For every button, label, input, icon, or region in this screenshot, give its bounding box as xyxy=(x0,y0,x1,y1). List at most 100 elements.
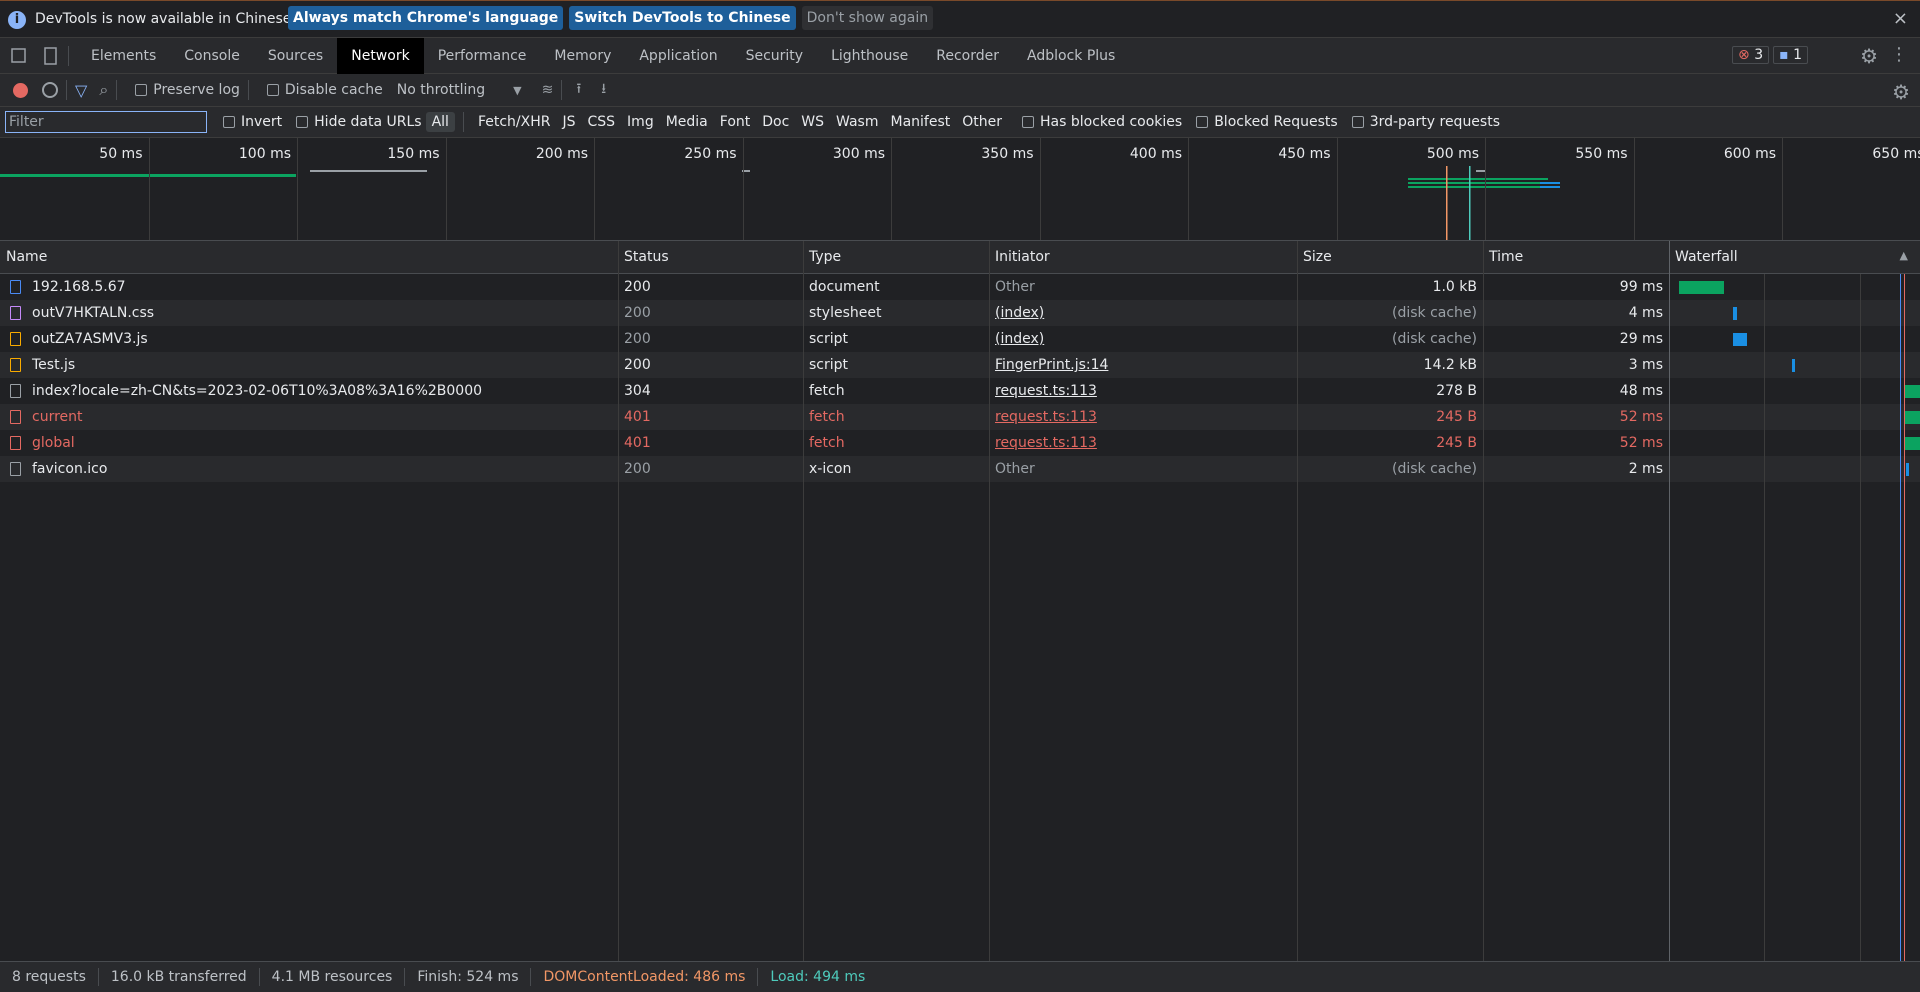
tab[interactable]: Security xyxy=(745,47,804,64)
filter-input[interactable]: Filter xyxy=(5,111,207,133)
type-filters: All Fetch/XHR JS CSS Img Media Font Doc WS Wasm Ma… xyxy=(425,112,1008,132)
request-row[interactable]: outV7HKTALN.css 200 stylesheet (index) (disk… xyxy=(0,300,1920,326)
type-filter[interactable]: All xyxy=(425,112,455,132)
initiator-cell[interactable]: Other xyxy=(995,461,1035,477)
error-badge[interactable]: ⊗ 3 xyxy=(1732,46,1770,64)
request-row[interactable]: favicon.ico 200 x-icon Other (disk cache) 2 m… xyxy=(0,456,1920,482)
invert-checkbox[interactable] xyxy=(223,116,235,128)
type-filter[interactable]: Media xyxy=(665,114,708,130)
column-divider xyxy=(1483,241,1484,961)
tab[interactable]: Lighthouse xyxy=(831,47,909,64)
import-icon[interactable]: ⭱ xyxy=(576,81,582,97)
name-cell[interactable]: index?locale=zh-CN&ts=2023-02-06T10%3A08… xyxy=(32,383,483,399)
column-header[interactable]: Time xyxy=(1489,249,1524,265)
tab[interactable]: Memory xyxy=(554,47,612,64)
type-filter[interactable]: Img xyxy=(627,114,654,130)
status-item: 16.0 kB transferred xyxy=(99,968,260,986)
type-filter[interactable]: WS xyxy=(801,114,825,130)
type-filter[interactable]: Fetch/XHR xyxy=(477,114,551,130)
info-button[interactable]: Always match Chrome's language xyxy=(288,6,564,30)
record-button[interactable] xyxy=(13,82,28,98)
request-row[interactable]: global 401 fetch request.ts:113 245 B 52 ms xyxy=(0,430,1920,456)
name-cell[interactable]: favicon.ico xyxy=(32,461,108,477)
search-icon[interactable]: ⌕ xyxy=(99,80,109,99)
settings-icon[interactable]: ⚙ xyxy=(1860,44,1878,68)
filter-icon[interactable]: ▽ xyxy=(75,80,88,100)
tab[interactable]: Adblock Plus xyxy=(1027,47,1116,64)
column-header[interactable]: Name xyxy=(6,249,48,265)
waterfall-bar xyxy=(1679,281,1724,294)
initiator-cell[interactable]: request.ts:113 xyxy=(995,409,1097,425)
preserve-log-checkbox[interactable] xyxy=(135,84,148,96)
type-filter[interactable]: Manifest xyxy=(890,114,951,130)
overview-tick-label: 150 ms xyxy=(387,146,440,162)
request-row[interactable]: Test.js 200 script FingerPrint.js:14 14.2 kB… xyxy=(0,352,1920,378)
name-cell[interactable]: current xyxy=(32,409,83,425)
overview-tick-label: 450 ms xyxy=(1278,146,1331,162)
type-cell: x-icon xyxy=(809,461,852,477)
inspect-icons[interactable] xyxy=(0,38,60,74)
overview-grid-line xyxy=(1336,138,1338,240)
tab[interactable]: Elements xyxy=(91,47,157,64)
column-header[interactable]: Type xyxy=(809,249,842,265)
load-line xyxy=(1904,274,1905,961)
info-button[interactable]: Switch DevTools to Chinese xyxy=(569,6,796,30)
request-row[interactable]: index?locale=zh-CN&ts=2023-02-06T10%3A08… xyxy=(0,378,1920,404)
tab[interactable]: Recorder xyxy=(936,47,1000,64)
export-icon[interactable]: ⭳ xyxy=(601,81,607,97)
type-filter[interactable]: JS xyxy=(562,114,576,130)
initiator-cell[interactable]: FingerPrint.js:14 xyxy=(995,357,1109,373)
request-row[interactable]: outZA7ASMV3.js 200 script (index) (disk cach… xyxy=(0,326,1920,352)
blocked-cookies-checkbox[interactable] xyxy=(1022,116,1035,128)
network-settings-icon[interactable]: ⚙ xyxy=(1892,80,1910,104)
clear-button[interactable] xyxy=(42,82,58,98)
initiator-cell[interactable]: (index) xyxy=(995,331,1045,347)
column-header[interactable]: Size xyxy=(1303,249,1332,265)
status-item: 4.1 MB resources xyxy=(260,968,406,986)
type-filter[interactable]: Doc xyxy=(762,114,790,130)
tab[interactable]: Performance xyxy=(437,47,527,64)
blocked-requests-checkbox[interactable] xyxy=(1196,116,1209,128)
initiator-cell[interactable]: (index) xyxy=(995,305,1045,321)
column-header[interactable]: Initiator xyxy=(995,249,1050,265)
disable-cache-label: Disable cache xyxy=(284,82,383,98)
throttling-select[interactable]: No throttling xyxy=(396,82,486,98)
message-count: 1 xyxy=(1793,47,1802,63)
name-cell[interactable]: outV7HKTALN.css xyxy=(32,305,155,321)
menu-icon[interactable]: ⋮ xyxy=(1890,44,1908,65)
column-header[interactable]: Status xyxy=(624,249,669,265)
name-cell[interactable]: outZA7ASMV3.js xyxy=(32,331,148,347)
tab[interactable]: Console xyxy=(184,47,240,64)
column-divider xyxy=(1297,241,1298,961)
column-divider xyxy=(989,241,990,961)
tab[interactable]: Sources xyxy=(267,47,324,64)
type-filter[interactable]: CSS xyxy=(587,114,616,130)
hide-data-urls-checkbox[interactable] xyxy=(296,116,309,128)
type-filter[interactable]: Font xyxy=(719,114,751,130)
request-row[interactable]: current 401 fetch request.ts:113 245 B 52 ms xyxy=(0,404,1920,430)
close-button[interactable]: × xyxy=(1892,8,1908,29)
file-icon xyxy=(10,306,21,320)
name-cell[interactable]: Test.js xyxy=(32,357,76,373)
infobar: i DevTools is now available in Chinese! … xyxy=(0,0,1920,38)
info-button[interactable]: Don't show again xyxy=(801,6,934,30)
type-filter[interactable]: Wasm xyxy=(836,114,879,130)
type-filter[interactable]: Other xyxy=(962,114,1003,130)
tab[interactable]: Network xyxy=(337,37,424,74)
column-header[interactable]: Waterfall xyxy=(1675,249,1738,265)
third-party-checkbox[interactable] xyxy=(1351,116,1364,128)
tab[interactable]: Application xyxy=(639,47,718,64)
network-conditions-icon[interactable]: ≋ xyxy=(541,82,554,98)
waterfall-bar xyxy=(1792,359,1795,372)
initiator-cell[interactable]: Other xyxy=(995,279,1035,295)
request-row[interactable]: 192.168.5.67 200 document Other 1.0 kB 99 ms xyxy=(0,274,1920,300)
type-cell: script xyxy=(809,357,849,373)
overview-tick-label: 250 ms xyxy=(684,146,737,162)
disable-cache-checkbox[interactable] xyxy=(266,84,279,96)
initiator-cell[interactable]: request.ts:113 xyxy=(995,435,1097,451)
message-badge[interactable]: ▪ 1 xyxy=(1773,46,1808,64)
initiator-cell[interactable]: request.ts:113 xyxy=(995,383,1097,399)
name-cell[interactable]: global xyxy=(32,435,75,451)
time-cell: 3 ms xyxy=(1628,357,1663,373)
name-cell[interactable]: 192.168.5.67 xyxy=(32,279,126,295)
